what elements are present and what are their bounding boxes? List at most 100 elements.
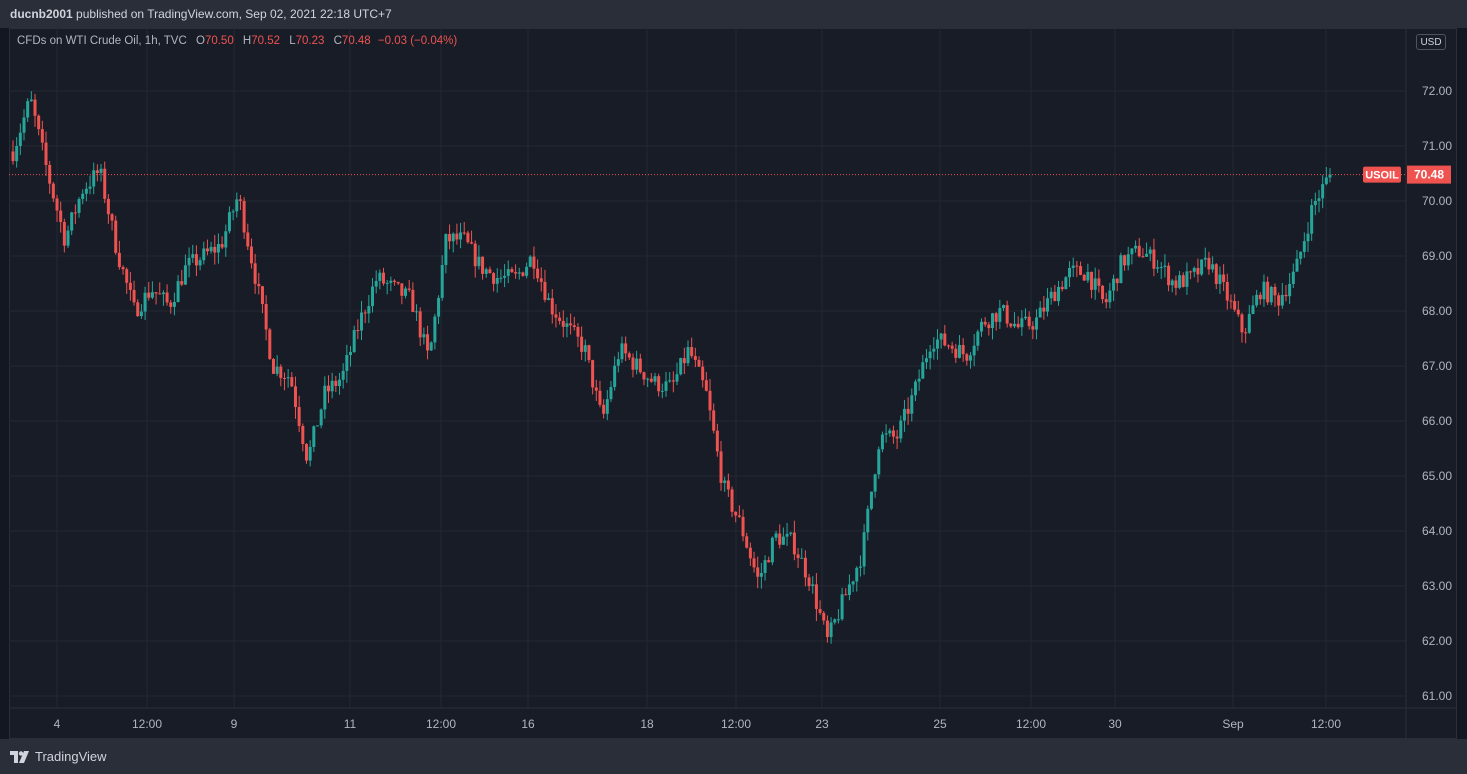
candle-body bbox=[818, 609, 822, 613]
candle bbox=[106, 194, 110, 224]
candle bbox=[976, 329, 980, 351]
candle bbox=[972, 333, 976, 367]
candle-body bbox=[987, 324, 991, 329]
candle bbox=[550, 289, 554, 324]
candle bbox=[136, 299, 140, 317]
candle-body bbox=[136, 302, 140, 317]
candle-body bbox=[349, 351, 353, 356]
candle-body bbox=[719, 451, 723, 483]
candle bbox=[1115, 278, 1119, 292]
candle-body bbox=[961, 345, 965, 355]
candle-body bbox=[165, 292, 169, 303]
candle-body bbox=[1295, 258, 1299, 272]
legend-change: −0.03 (−0.04%) bbox=[377, 35, 458, 47]
candle-body bbox=[393, 280, 397, 282]
candle bbox=[932, 337, 936, 360]
publish-header: ducnb2001 published on TradingView.com, … bbox=[0, 0, 1467, 28]
candle bbox=[503, 264, 507, 288]
candle bbox=[906, 397, 910, 425]
candle bbox=[341, 363, 345, 389]
candle-body bbox=[345, 355, 349, 371]
candle-body bbox=[1123, 255, 1127, 266]
candle bbox=[726, 473, 730, 497]
candle-body bbox=[1082, 274, 1086, 281]
candle bbox=[1196, 258, 1200, 283]
candle-body bbox=[99, 168, 103, 173]
candle bbox=[1013, 312, 1017, 329]
candle-body bbox=[1174, 280, 1178, 288]
candle-body bbox=[282, 378, 286, 380]
candle bbox=[847, 574, 851, 601]
candle-body bbox=[814, 584, 818, 610]
candle-body bbox=[330, 380, 334, 392]
candle-body bbox=[371, 286, 375, 307]
legend-low-label: L bbox=[289, 35, 296, 47]
currency-button[interactable]: USD bbox=[1416, 34, 1446, 50]
candle-body bbox=[385, 282, 389, 284]
candlestick-chart[interactable]: 61.00 62.00 63.00 64.00 65.00 66.00 67.00 68.00… bbox=[9, 28, 1457, 739]
candle bbox=[811, 576, 815, 594]
candle-body bbox=[649, 378, 653, 382]
candle-body bbox=[448, 234, 452, 242]
candle bbox=[103, 161, 107, 204]
candle-body bbox=[128, 282, 132, 290]
candle bbox=[756, 556, 760, 589]
candle-body bbox=[895, 436, 899, 439]
candle-body bbox=[1079, 266, 1083, 275]
candle bbox=[968, 352, 972, 369]
candle bbox=[558, 312, 562, 325]
candle-body bbox=[1035, 317, 1039, 330]
candle bbox=[62, 218, 66, 253]
candle bbox=[858, 555, 862, 577]
candle-body bbox=[268, 329, 272, 359]
candle bbox=[1288, 273, 1292, 304]
candle bbox=[147, 282, 151, 301]
candle bbox=[451, 232, 455, 253]
candle-body bbox=[1262, 281, 1266, 300]
candle bbox=[866, 505, 870, 541]
candle bbox=[1295, 249, 1299, 272]
candle-body bbox=[697, 360, 701, 367]
candle-body bbox=[466, 232, 470, 243]
candle bbox=[1240, 312, 1244, 343]
candle-body bbox=[1046, 298, 1050, 312]
candle-body bbox=[708, 390, 712, 411]
candle-body bbox=[638, 358, 642, 373]
candle-body bbox=[301, 425, 305, 445]
candle bbox=[1255, 289, 1259, 308]
y-tick-label: 62.00 bbox=[1422, 634, 1452, 648]
candle bbox=[1024, 308, 1028, 321]
candle-body bbox=[70, 212, 74, 231]
candle-body bbox=[147, 292, 151, 298]
x-tick-label: 12:00 bbox=[1016, 717, 1046, 731]
candle bbox=[180, 269, 184, 287]
candle-body bbox=[1222, 274, 1226, 282]
candle-body bbox=[792, 532, 796, 555]
candle bbox=[928, 344, 932, 370]
candle bbox=[268, 327, 272, 360]
candle-body bbox=[671, 380, 675, 382]
candle-body bbox=[11, 151, 15, 162]
candle bbox=[737, 505, 741, 518]
candle bbox=[418, 307, 422, 346]
candle bbox=[730, 486, 734, 518]
candle-body bbox=[352, 330, 356, 352]
candle-body bbox=[851, 581, 855, 585]
legend-open-label: O bbox=[195, 35, 205, 47]
candle bbox=[165, 284, 169, 306]
candle bbox=[635, 350, 639, 375]
candle bbox=[1086, 263, 1090, 283]
candle bbox=[389, 276, 393, 292]
candle bbox=[994, 311, 998, 331]
candle-body bbox=[224, 231, 228, 248]
candle bbox=[253, 253, 257, 294]
publisher-name: ducnb2001 bbox=[10, 7, 73, 21]
candle-body bbox=[426, 334, 430, 351]
candle-body bbox=[558, 317, 562, 321]
candle bbox=[803, 550, 807, 587]
candle bbox=[382, 267, 386, 286]
candle bbox=[187, 247, 191, 278]
candle-body bbox=[231, 211, 235, 213]
candle-body bbox=[33, 99, 37, 116]
candle bbox=[1126, 246, 1130, 271]
